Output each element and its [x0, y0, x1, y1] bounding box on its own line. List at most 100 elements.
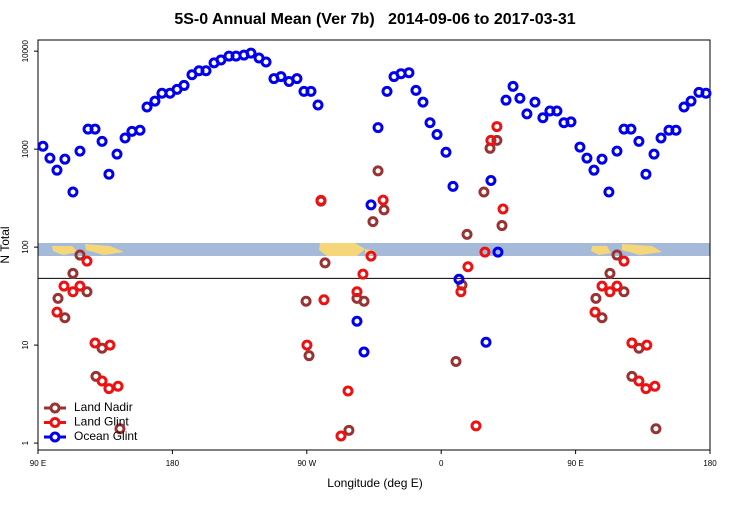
x-tick-label: 180 [166, 459, 180, 468]
point [343, 424, 355, 436]
point [589, 306, 601, 318]
point [365, 199, 377, 211]
point [215, 54, 227, 66]
point [604, 267, 616, 279]
point [275, 71, 287, 83]
point [312, 99, 324, 111]
legend-label: Land Nadir [74, 400, 133, 414]
point [141, 101, 153, 113]
point [447, 180, 459, 192]
point [319, 257, 331, 269]
point [640, 168, 652, 180]
point [59, 153, 71, 165]
point [318, 294, 330, 306]
point [335, 430, 347, 442]
point [453, 273, 465, 285]
point [500, 94, 512, 106]
point [626, 370, 638, 382]
point [37, 140, 49, 152]
legend-marker [49, 417, 61, 428]
point [596, 312, 608, 324]
point [89, 123, 101, 135]
point [611, 145, 623, 157]
point [96, 375, 108, 387]
point [700, 87, 712, 99]
point [52, 292, 64, 304]
point [112, 380, 124, 392]
point [529, 96, 541, 108]
point [59, 312, 71, 324]
x-tick-label: 90 E [567, 459, 583, 468]
point [596, 280, 608, 292]
plot-frame [37, 39, 711, 451]
point [301, 339, 313, 351]
point [315, 194, 327, 206]
point [611, 249, 623, 261]
point [640, 383, 652, 395]
point [478, 186, 490, 198]
point [633, 375, 645, 387]
point [245, 47, 257, 59]
x-tick-label: 90 W [297, 459, 316, 468]
point [514, 92, 526, 104]
point [200, 65, 212, 77]
legend-label: Ocean Glint [74, 429, 138, 443]
point [377, 194, 389, 206]
y-axis-label: N Total [0, 226, 12, 263]
point [604, 286, 616, 298]
legend-label: Land Glint [74, 415, 129, 429]
point [358, 295, 370, 307]
point [521, 108, 533, 120]
point [491, 121, 503, 133]
point [372, 122, 384, 134]
point [74, 145, 86, 157]
point [300, 295, 312, 307]
point [51, 164, 63, 176]
point [649, 380, 661, 392]
point [96, 135, 108, 147]
point [291, 73, 303, 85]
point [67, 267, 79, 279]
y-tick-label: 10000 [21, 39, 30, 62]
chart-title: 5S-0 Annual Mean (Ver 7b) 2014-09-06 to … [174, 11, 575, 28]
map-strip [38, 243, 710, 256]
point [479, 246, 491, 258]
point [641, 339, 653, 351]
point [551, 105, 563, 117]
point [119, 132, 131, 144]
point [358, 346, 370, 358]
point [378, 204, 390, 216]
point [303, 350, 315, 362]
point [670, 124, 682, 136]
point [381, 85, 393, 97]
point [342, 385, 354, 397]
point [618, 255, 630, 267]
point [603, 186, 615, 198]
point [67, 186, 79, 198]
point [67, 286, 79, 298]
point [655, 132, 667, 144]
point [89, 337, 101, 349]
point [461, 228, 473, 240]
point [455, 286, 467, 298]
point [480, 336, 492, 348]
point [410, 84, 422, 96]
point [51, 306, 63, 318]
point [365, 250, 377, 262]
point [596, 153, 608, 165]
point [590, 292, 602, 304]
point [431, 129, 443, 141]
point [678, 101, 690, 113]
point [367, 216, 379, 228]
point [588, 164, 600, 176]
x-tick-label: 0 [439, 459, 444, 468]
x-tick-label: 180 [703, 459, 717, 468]
point [485, 134, 497, 146]
point [351, 286, 363, 298]
point [581, 152, 593, 164]
point [450, 356, 462, 368]
x-tick-label: 90 E [30, 459, 46, 468]
point [351, 315, 363, 327]
point [485, 174, 497, 186]
